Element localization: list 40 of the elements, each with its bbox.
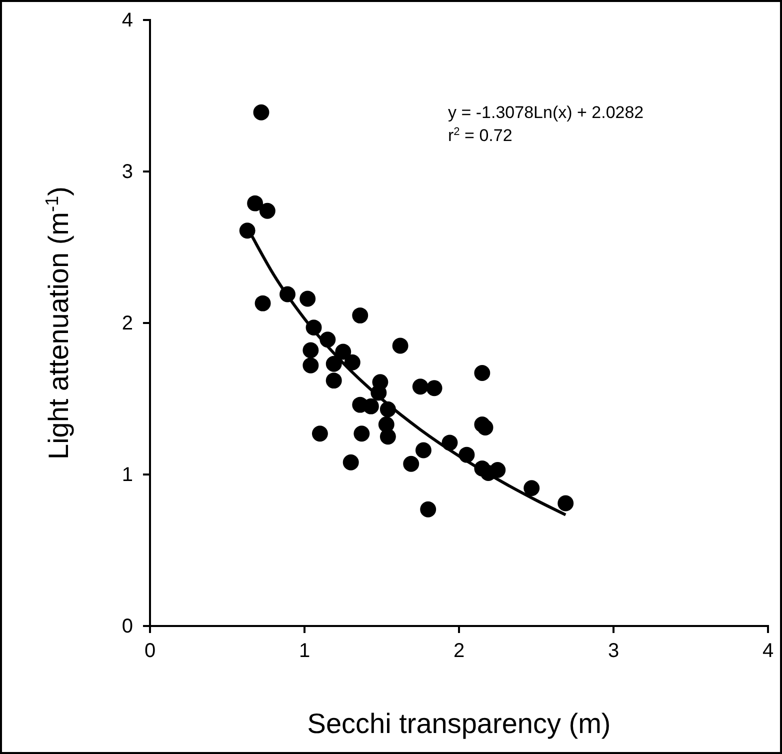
x-axis-title: Secchi transparency (m) <box>307 708 611 739</box>
point <box>312 426 328 442</box>
point <box>300 290 316 307</box>
point <box>490 462 506 478</box>
point <box>420 501 436 518</box>
y-tick-label: 4 <box>122 9 133 32</box>
y-tick-label: 2 <box>122 312 133 334</box>
point <box>392 338 408 354</box>
point <box>477 420 494 436</box>
x-tick-label: 3 <box>608 640 620 662</box>
y-tick-label: 3 <box>122 160 133 183</box>
x-tick-label: 4 <box>762 640 774 662</box>
point <box>326 356 342 372</box>
point <box>302 342 319 358</box>
point <box>426 380 442 396</box>
annotation: r$^{2}$ = 0.72 <box>448 126 512 145</box>
point <box>380 428 396 445</box>
point <box>259 202 276 219</box>
point <box>403 456 420 472</box>
y-tick-label: 1 <box>122 464 133 486</box>
point <box>558 495 574 512</box>
point <box>326 372 342 389</box>
x-tick-label: 1 <box>298 640 310 662</box>
point <box>247 195 264 212</box>
point <box>415 442 432 458</box>
point <box>254 295 271 312</box>
x-tick-label: 2 <box>453 640 465 662</box>
point <box>474 365 490 381</box>
y-tick-label: 0 <box>122 615 133 638</box>
point <box>253 104 270 120</box>
point <box>352 307 368 324</box>
point <box>344 354 360 370</box>
point <box>412 378 428 395</box>
point <box>524 480 540 496</box>
point <box>342 454 359 470</box>
annotation: y = -1.3078Ln(x) + 2.0282 <box>448 103 644 122</box>
point <box>362 398 379 414</box>
x-tick-label: 0 <box>144 640 156 662</box>
point <box>354 426 370 442</box>
point <box>302 357 319 374</box>
